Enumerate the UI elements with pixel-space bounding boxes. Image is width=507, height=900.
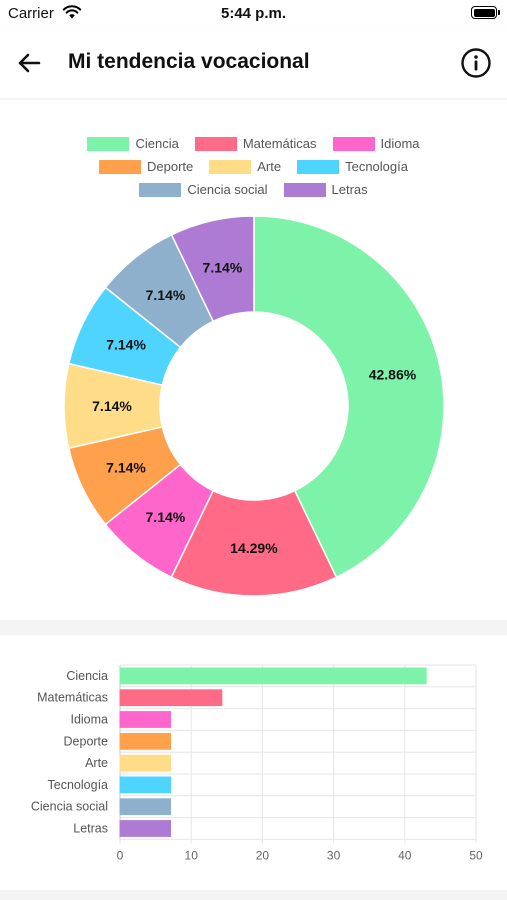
x-tick-label: 40 (398, 848, 412, 862)
legend-label: Tecnología (345, 159, 408, 174)
x-tick-label: 20 (256, 848, 270, 862)
page-title: Mi tendencia vocacional (68, 50, 310, 73)
x-tick-label: 10 (185, 848, 199, 862)
legend-swatch (332, 136, 375, 151)
chart-legend: Ciencia Matemáticas Idioma Deporte Arte Tecno… (0, 136, 507, 205)
y-tick-label: Tecnología (48, 778, 109, 792)
y-tick-label: Matemáticas (37, 691, 108, 705)
legend-label: Idioma (380, 136, 420, 151)
legend-item-ciencia-social[interactable]: Ciencia social (139, 182, 268, 197)
y-tick-label: Deporte (64, 734, 109, 748)
legend-swatch (99, 159, 141, 174)
donut-label: 42.86% (369, 366, 417, 382)
bar-letras[interactable] (119, 820, 172, 837)
divider (0, 98, 507, 100)
legend-swatch (87, 136, 130, 151)
legend-row: Ciencia Matemáticas Idioma (0, 136, 507, 151)
legend-label: Deporte (147, 159, 194, 174)
donut-slice-ciencia[interactable] (253, 215, 445, 579)
battery-icon (471, 6, 500, 19)
legend-row: Deporte Arte Tecnología (0, 159, 507, 174)
legend-label: Matemáticas (242, 136, 317, 151)
legend-item-letras[interactable]: Letras (283, 182, 368, 197)
carrier-label: Carrier (8, 5, 54, 22)
x-tick-label: 0 (117, 848, 124, 862)
legend-item-ciencia[interactable]: Ciencia (87, 136, 179, 151)
legend-item-idioma[interactable]: Idioma (332, 136, 420, 151)
bar-chart-card: 0 10 20 30 40 50 Ciencia Matemáticas Idioma Depor… (0, 635, 507, 890)
legend-label: Ciencia (135, 136, 179, 151)
arrow-left-icon (18, 53, 41, 73)
legend-label: Ciencia social (187, 182, 268, 197)
donut-label: 7.14% (146, 287, 186, 303)
legend-swatch (283, 182, 326, 197)
legend-item-deporte[interactable]: Deporte (99, 159, 193, 174)
x-tick-label: 30 (327, 848, 341, 862)
app-header: Mi tendencia vocacional (0, 28, 507, 98)
status-bar: Carrier 5:44 p.m. (0, 0, 507, 28)
legend-row: Ciencia social Letras (0, 182, 507, 197)
info-button[interactable] (460, 47, 492, 79)
legend-swatch (194, 136, 237, 151)
y-tick-label: Ciencia social (31, 800, 108, 814)
y-tick-label: Arte (85, 756, 108, 770)
bottom-divider (0, 890, 507, 900)
bar-ciencia-social[interactable] (119, 798, 172, 816)
legend-swatch (209, 159, 252, 174)
info-icon (461, 48, 491, 78)
y-tick-label: Idioma (70, 713, 108, 727)
bar-chart: 0 10 20 30 40 50 Ciencia Matemáticas Idioma Depor… (31, 664, 483, 862)
donut-slice-letras[interactable] (170, 215, 255, 323)
donut-label: 7.14% (146, 509, 186, 525)
wifi-icon (62, 4, 82, 24)
donut-label: 7.14% (106, 460, 146, 476)
legend-label: Arte (257, 159, 282, 174)
donut-label: 7.14% (106, 336, 146, 352)
bar-arte[interactable] (119, 754, 172, 772)
back-button[interactable] (14, 48, 44, 78)
legend-swatch (297, 159, 340, 174)
donut-chart-card: Ciencia Matemáticas Idioma Deporte Arte Tecno… (0, 100, 507, 620)
donut-chart: 42.86% 14.29% 7.14% 7.14% 7.14% 7.14% 7.14% 7.1… (63, 215, 445, 597)
donut-label: 7.14% (92, 398, 132, 414)
legend-label: Letras (331, 182, 368, 197)
y-tick-label: Ciencia (66, 669, 108, 683)
bar-tecnologia[interactable] (119, 776, 172, 794)
donut-label: 14.29% (230, 540, 278, 556)
bar-idioma[interactable] (119, 711, 172, 728)
legend-item-arte[interactable]: Arte (209, 159, 281, 174)
donut-label: 7.14% (203, 260, 243, 276)
x-tick-label: 50 (469, 848, 483, 862)
bar-ciencia[interactable] (119, 667, 427, 685)
legend-item-matematicas[interactable]: Matemáticas (194, 136, 317, 151)
status-time: 5:44 p.m. (220, 5, 287, 22)
y-tick-label: Letras (73, 822, 108, 836)
section-divider (0, 620, 507, 635)
legend-item-tecnologia[interactable]: Tecnología (297, 159, 408, 174)
bar-matematicas[interactable] (119, 689, 223, 707)
legend-swatch (139, 182, 182, 197)
bar-deporte[interactable] (119, 732, 172, 750)
